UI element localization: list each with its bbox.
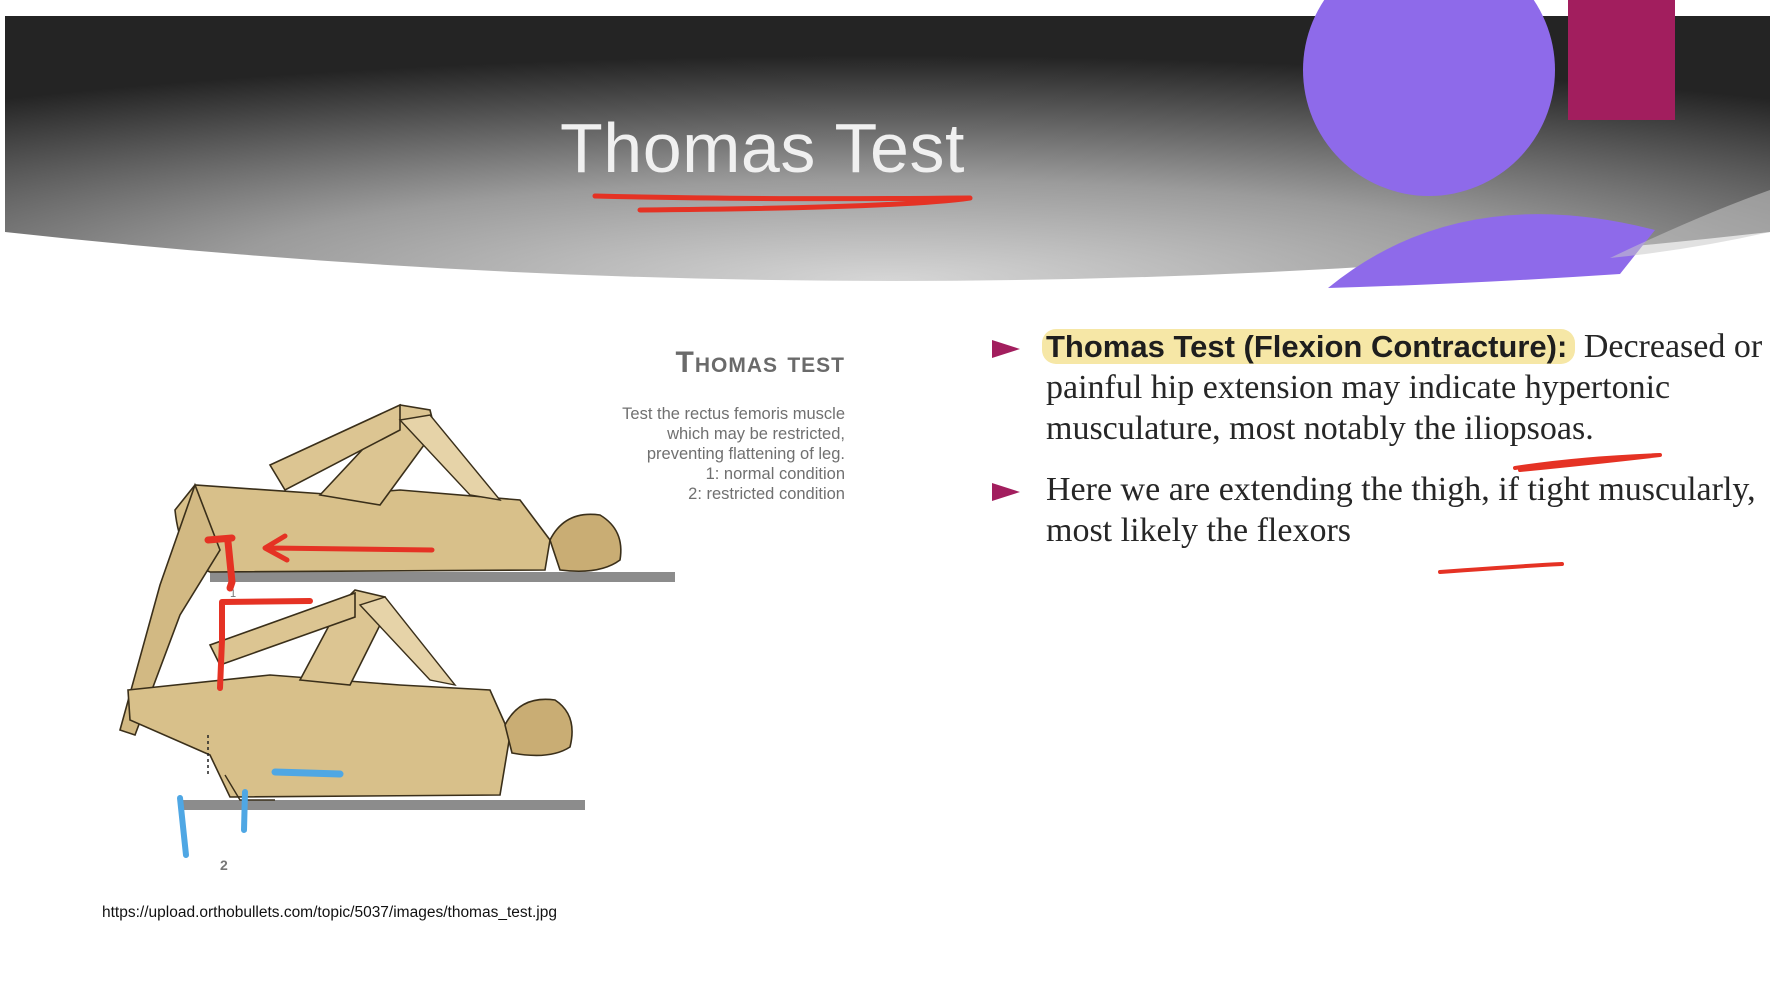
caption-line: 2: restricted condition — [688, 485, 845, 503]
bullet-text: Decreased or painful hip extension may i… — [1046, 328, 1763, 447]
caption-line: preventing flattening of leg. — [646, 445, 845, 463]
exam-table-1 — [210, 572, 675, 582]
purple-circle-bottom — [1328, 214, 1655, 288]
source-url[interactable]: https://upload.orthobullets.com/topic/50… — [102, 904, 557, 921]
bullet-text: Here we are extending the thigh, if tigh… — [1046, 471, 1756, 549]
slide-title: Thomas Test — [560, 109, 965, 187]
triangle-bullet-icon — [992, 483, 1020, 501]
bullet-item: Thomas Test (Flexion Contracture): Decre… — [990, 326, 1770, 449]
figure-label-1: 1 — [230, 588, 236, 600]
header-banner — [5, 0, 1770, 288]
exam-table-2 — [180, 800, 585, 810]
figure-restricted — [127, 589, 585, 810]
magenta-square — [1568, 0, 1675, 120]
caption-line: Test the rectus femoris muscle — [622, 405, 845, 423]
banner-light-swoosh — [1610, 190, 1770, 258]
caption-line: 1: normal condition — [705, 465, 845, 483]
figure-title: Thomas test — [675, 346, 845, 379]
caption-line: which may be restricted, — [667, 425, 845, 443]
figure-label-2: 2 — [220, 857, 228, 873]
triangle-bullet-icon — [992, 340, 1020, 358]
bullet-item: Here we are extending the thigh, if tigh… — [990, 469, 1770, 551]
purple-circle-large — [1303, 0, 1555, 196]
figure-caption: Test the rectus femoris muscle which may… — [560, 404, 845, 504]
bullet-list: Thomas Test (Flexion Contracture): Decre… — [990, 326, 1770, 571]
bullet-term-highlighted: Thomas Test (Flexion Contracture): — [1042, 329, 1576, 364]
